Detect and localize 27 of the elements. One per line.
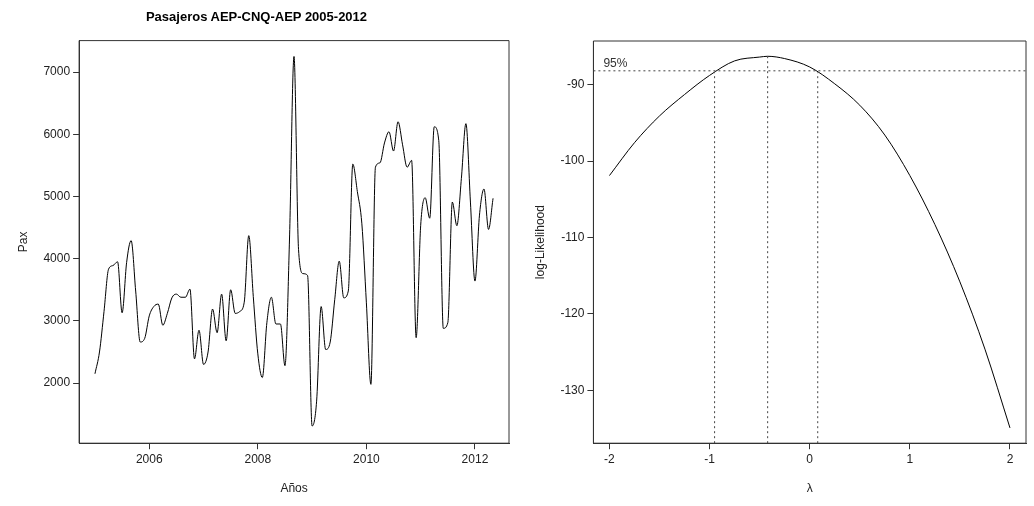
y-tick-label: 6000 xyxy=(43,126,71,141)
y-axis-title: log-Likelihood xyxy=(532,205,547,280)
x-tick-label: 1 xyxy=(906,451,914,466)
y-tick-label: 3000 xyxy=(43,313,71,328)
chart-title: Pasajeros AEP-CNQ-AEP 2005-2012 xyxy=(145,9,368,25)
x-tick-label: 2008 xyxy=(244,451,272,466)
y-tick-label: -110 xyxy=(561,229,585,244)
x-tick-label: 2010 xyxy=(353,451,381,466)
x-tick-label: 2012 xyxy=(461,451,489,466)
x-axis-title: Años xyxy=(280,481,308,496)
y-tick-label: 5000 xyxy=(43,188,71,203)
x-tick-label: 0 xyxy=(806,451,814,466)
x-tick-label: -1 xyxy=(704,451,716,466)
x-tick-label: -2 xyxy=(604,451,616,466)
y-tick-label: -130 xyxy=(560,382,585,397)
line-series xyxy=(94,55,494,427)
y-tick-label: -100 xyxy=(560,153,585,168)
y-tick-label: 4000 xyxy=(43,250,71,265)
y-tick-label: 7000 xyxy=(43,64,71,79)
x-tick-label: 2006 xyxy=(135,451,163,466)
x-axis-title: λ xyxy=(806,481,813,496)
y-axis-title: Pax xyxy=(15,231,30,253)
y-tick-label: -90 xyxy=(567,76,585,91)
y-tick-label: 2000 xyxy=(43,375,71,390)
annotation: 95% xyxy=(603,56,628,71)
x-tick-label: 2 xyxy=(1006,451,1014,466)
y-tick-label: -120 xyxy=(560,306,585,321)
